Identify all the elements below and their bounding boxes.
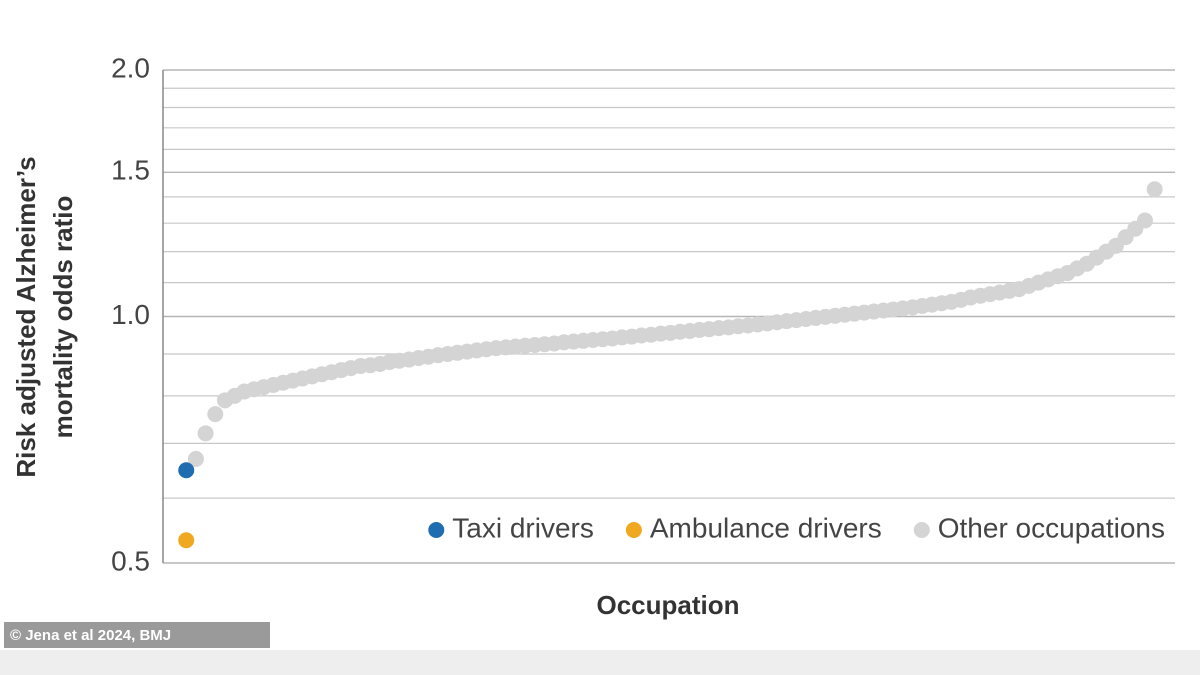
legend-label: Ambulance drivers	[650, 512, 882, 543]
footer-band	[0, 650, 1200, 675]
y-axis-title-line: mortality odds ratio	[48, 196, 78, 439]
data-point	[1146, 181, 1163, 198]
data-point	[187, 450, 204, 467]
data-point	[178, 462, 195, 479]
data-point	[178, 532, 195, 549]
legend-marker	[625, 522, 642, 538]
legend-marker	[913, 522, 930, 538]
y-tick-label: 2.0	[111, 52, 150, 83]
y-axis-title-line: Risk adjusted Alzheimer’s	[11, 156, 41, 477]
legend-label: Taxi drivers	[452, 512, 594, 543]
data-point	[207, 406, 224, 423]
data-point	[197, 425, 214, 442]
y-axis-title: Risk adjusted Alzheimer’s mortality odds…	[11, 156, 78, 477]
y-tick-label: 0.5	[111, 545, 150, 576]
y-tick-label: 1.0	[111, 299, 150, 330]
legend: Other occupations Ambulance drivers Taxi d…	[428, 512, 1165, 543]
y-tick-label: 1.5	[111, 155, 150, 186]
source: © Jena et al 2024, BMJ	[10, 627, 171, 644]
data-point	[1136, 212, 1153, 229]
source-box	[4, 622, 270, 648]
x-axis-title: Occupation	[596, 590, 739, 620]
legend-marker	[428, 522, 445, 538]
legend-label: Other occupations	[938, 512, 1165, 543]
